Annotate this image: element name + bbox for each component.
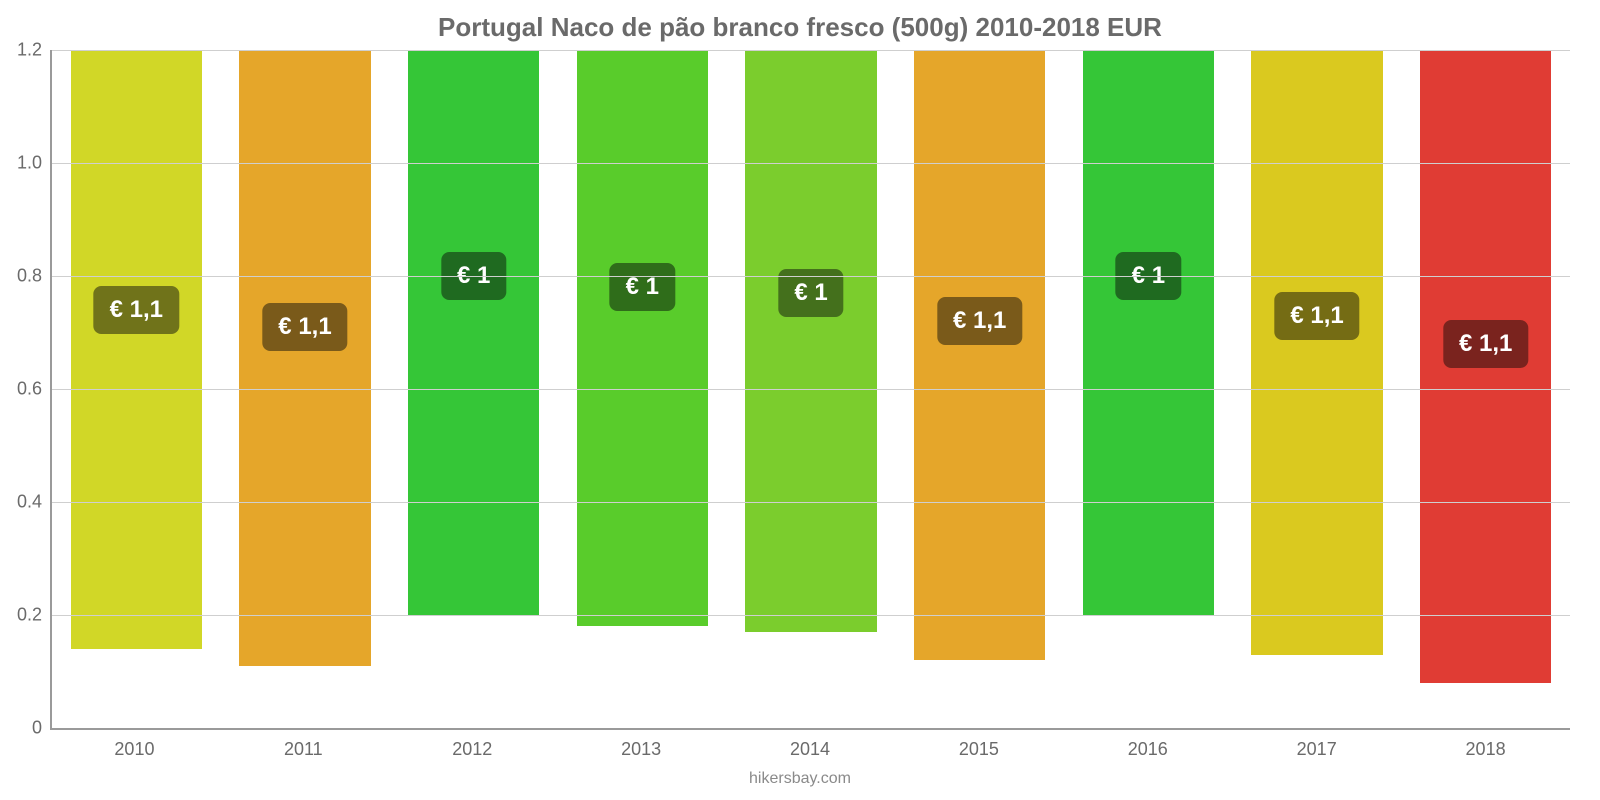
- watermark-text: hikersbay.com: [0, 770, 1600, 788]
- bar-value-label: € 1,1: [1443, 320, 1528, 368]
- bar-value-label: € 1,1: [262, 303, 347, 351]
- x-tick-label: 2016: [1063, 739, 1232, 760]
- bar-value-label: € 1,1: [1274, 292, 1359, 340]
- bar: € 1,1: [71, 50, 203, 649]
- bar-slot: € 1: [558, 50, 727, 728]
- x-tick-label: 2010: [50, 739, 219, 760]
- bar-value-label: € 1,1: [94, 286, 179, 334]
- y-tick-label: 0: [32, 718, 52, 739]
- y-tick-label: 1.2: [17, 40, 52, 61]
- y-tick-label: 0.8: [17, 266, 52, 287]
- bar: € 1: [408, 50, 540, 615]
- x-tick-label: 2013: [557, 739, 726, 760]
- bar: € 1: [1083, 50, 1215, 615]
- chart-title: Portugal Naco de pão branco fresco (500g…: [0, 12, 1600, 43]
- bar-value-label: € 1: [1116, 252, 1181, 300]
- bar-slot: € 1,1: [221, 50, 390, 728]
- x-tick-label: 2012: [388, 739, 557, 760]
- bar-slot: € 1: [1064, 50, 1233, 728]
- bar-slot: € 1,1: [52, 50, 221, 728]
- bar: € 1: [745, 50, 877, 632]
- x-tick-label: 2015: [894, 739, 1063, 760]
- bar: € 1,1: [239, 50, 371, 666]
- x-axis-ticks: 201020112012201320142015201620172018: [50, 739, 1570, 760]
- bar: € 1,1: [914, 50, 1046, 660]
- bars-container: € 1,1 € 1,1 € 1 € 1 € 1 € 1,1 € 1 € 1,1 € 1,1: [52, 50, 1570, 728]
- bar: € 1,1: [1420, 50, 1552, 683]
- bar-slot: € 1,1: [1401, 50, 1570, 728]
- bar-value-label: € 1: [778, 269, 843, 317]
- bar-slot: € 1,1: [1233, 50, 1402, 728]
- bar-slot: € 1: [389, 50, 558, 728]
- bar-value-label: € 1: [441, 252, 506, 300]
- y-tick-label: 0.6: [17, 379, 52, 400]
- y-tick-label: 0.4: [17, 492, 52, 513]
- y-tick-label: 0.2: [17, 605, 52, 626]
- x-tick-label: 2018: [1401, 739, 1570, 760]
- y-tick-label: 1.0: [17, 153, 52, 174]
- x-tick-label: 2011: [219, 739, 388, 760]
- plot-area: € 1,1€ 1,1€ 1€ 1€ 1€ 1,1€ 1€ 1,1€ 1,1 00…: [50, 50, 1570, 730]
- bar-chart: Portugal Naco de pão branco fresco (500g…: [0, 0, 1600, 800]
- bar-slot: € 1: [727, 50, 896, 728]
- bar-slot: € 1,1: [895, 50, 1064, 728]
- bar: € 1,1: [1251, 50, 1383, 655]
- bar: € 1: [577, 50, 709, 626]
- bar-value-label: € 1,1: [937, 297, 1022, 345]
- x-tick-label: 2014: [726, 739, 895, 760]
- x-tick-label: 2017: [1232, 739, 1401, 760]
- bar-value-label: € 1: [610, 263, 675, 311]
